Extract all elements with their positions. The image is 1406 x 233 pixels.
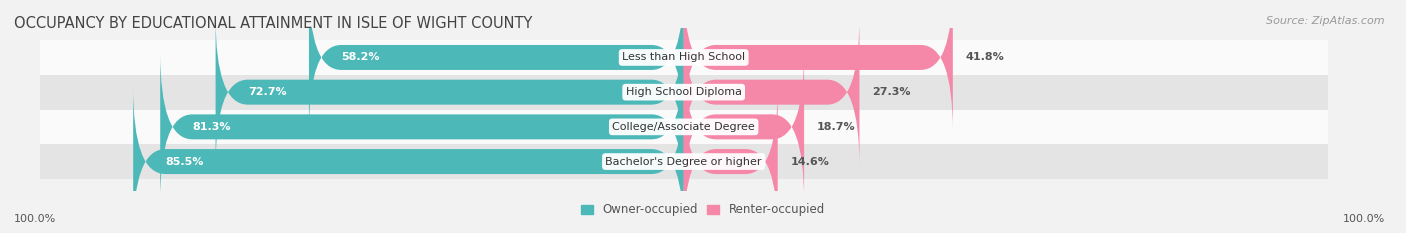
Text: 100.0%: 100.0% bbox=[14, 214, 56, 224]
FancyBboxPatch shape bbox=[683, 18, 859, 166]
FancyBboxPatch shape bbox=[215, 18, 683, 166]
FancyBboxPatch shape bbox=[39, 144, 1327, 179]
FancyBboxPatch shape bbox=[160, 53, 683, 201]
FancyBboxPatch shape bbox=[683, 87, 778, 233]
Text: 58.2%: 58.2% bbox=[342, 52, 380, 62]
FancyBboxPatch shape bbox=[39, 110, 1327, 144]
Text: 41.8%: 41.8% bbox=[966, 52, 1004, 62]
Text: College/Associate Degree: College/Associate Degree bbox=[612, 122, 755, 132]
Legend: Owner-occupied, Renter-occupied: Owner-occupied, Renter-occupied bbox=[576, 199, 830, 221]
Text: 100.0%: 100.0% bbox=[1343, 214, 1385, 224]
FancyBboxPatch shape bbox=[309, 0, 683, 132]
Text: 27.3%: 27.3% bbox=[872, 87, 911, 97]
Text: OCCUPANCY BY EDUCATIONAL ATTAINMENT IN ISLE OF WIGHT COUNTY: OCCUPANCY BY EDUCATIONAL ATTAINMENT IN I… bbox=[14, 16, 533, 31]
FancyBboxPatch shape bbox=[39, 40, 1327, 75]
Text: Bachelor's Degree or higher: Bachelor's Degree or higher bbox=[606, 157, 762, 167]
Text: Source: ZipAtlas.com: Source: ZipAtlas.com bbox=[1267, 16, 1385, 26]
Text: 72.7%: 72.7% bbox=[247, 87, 287, 97]
Text: 81.3%: 81.3% bbox=[193, 122, 231, 132]
FancyBboxPatch shape bbox=[683, 0, 953, 132]
FancyBboxPatch shape bbox=[134, 87, 683, 233]
Text: 14.6%: 14.6% bbox=[790, 157, 830, 167]
Text: High School Diploma: High School Diploma bbox=[626, 87, 742, 97]
Text: 85.5%: 85.5% bbox=[166, 157, 204, 167]
FancyBboxPatch shape bbox=[39, 75, 1327, 110]
FancyBboxPatch shape bbox=[683, 53, 804, 201]
Text: 18.7%: 18.7% bbox=[817, 122, 856, 132]
Text: Less than High School: Less than High School bbox=[621, 52, 745, 62]
